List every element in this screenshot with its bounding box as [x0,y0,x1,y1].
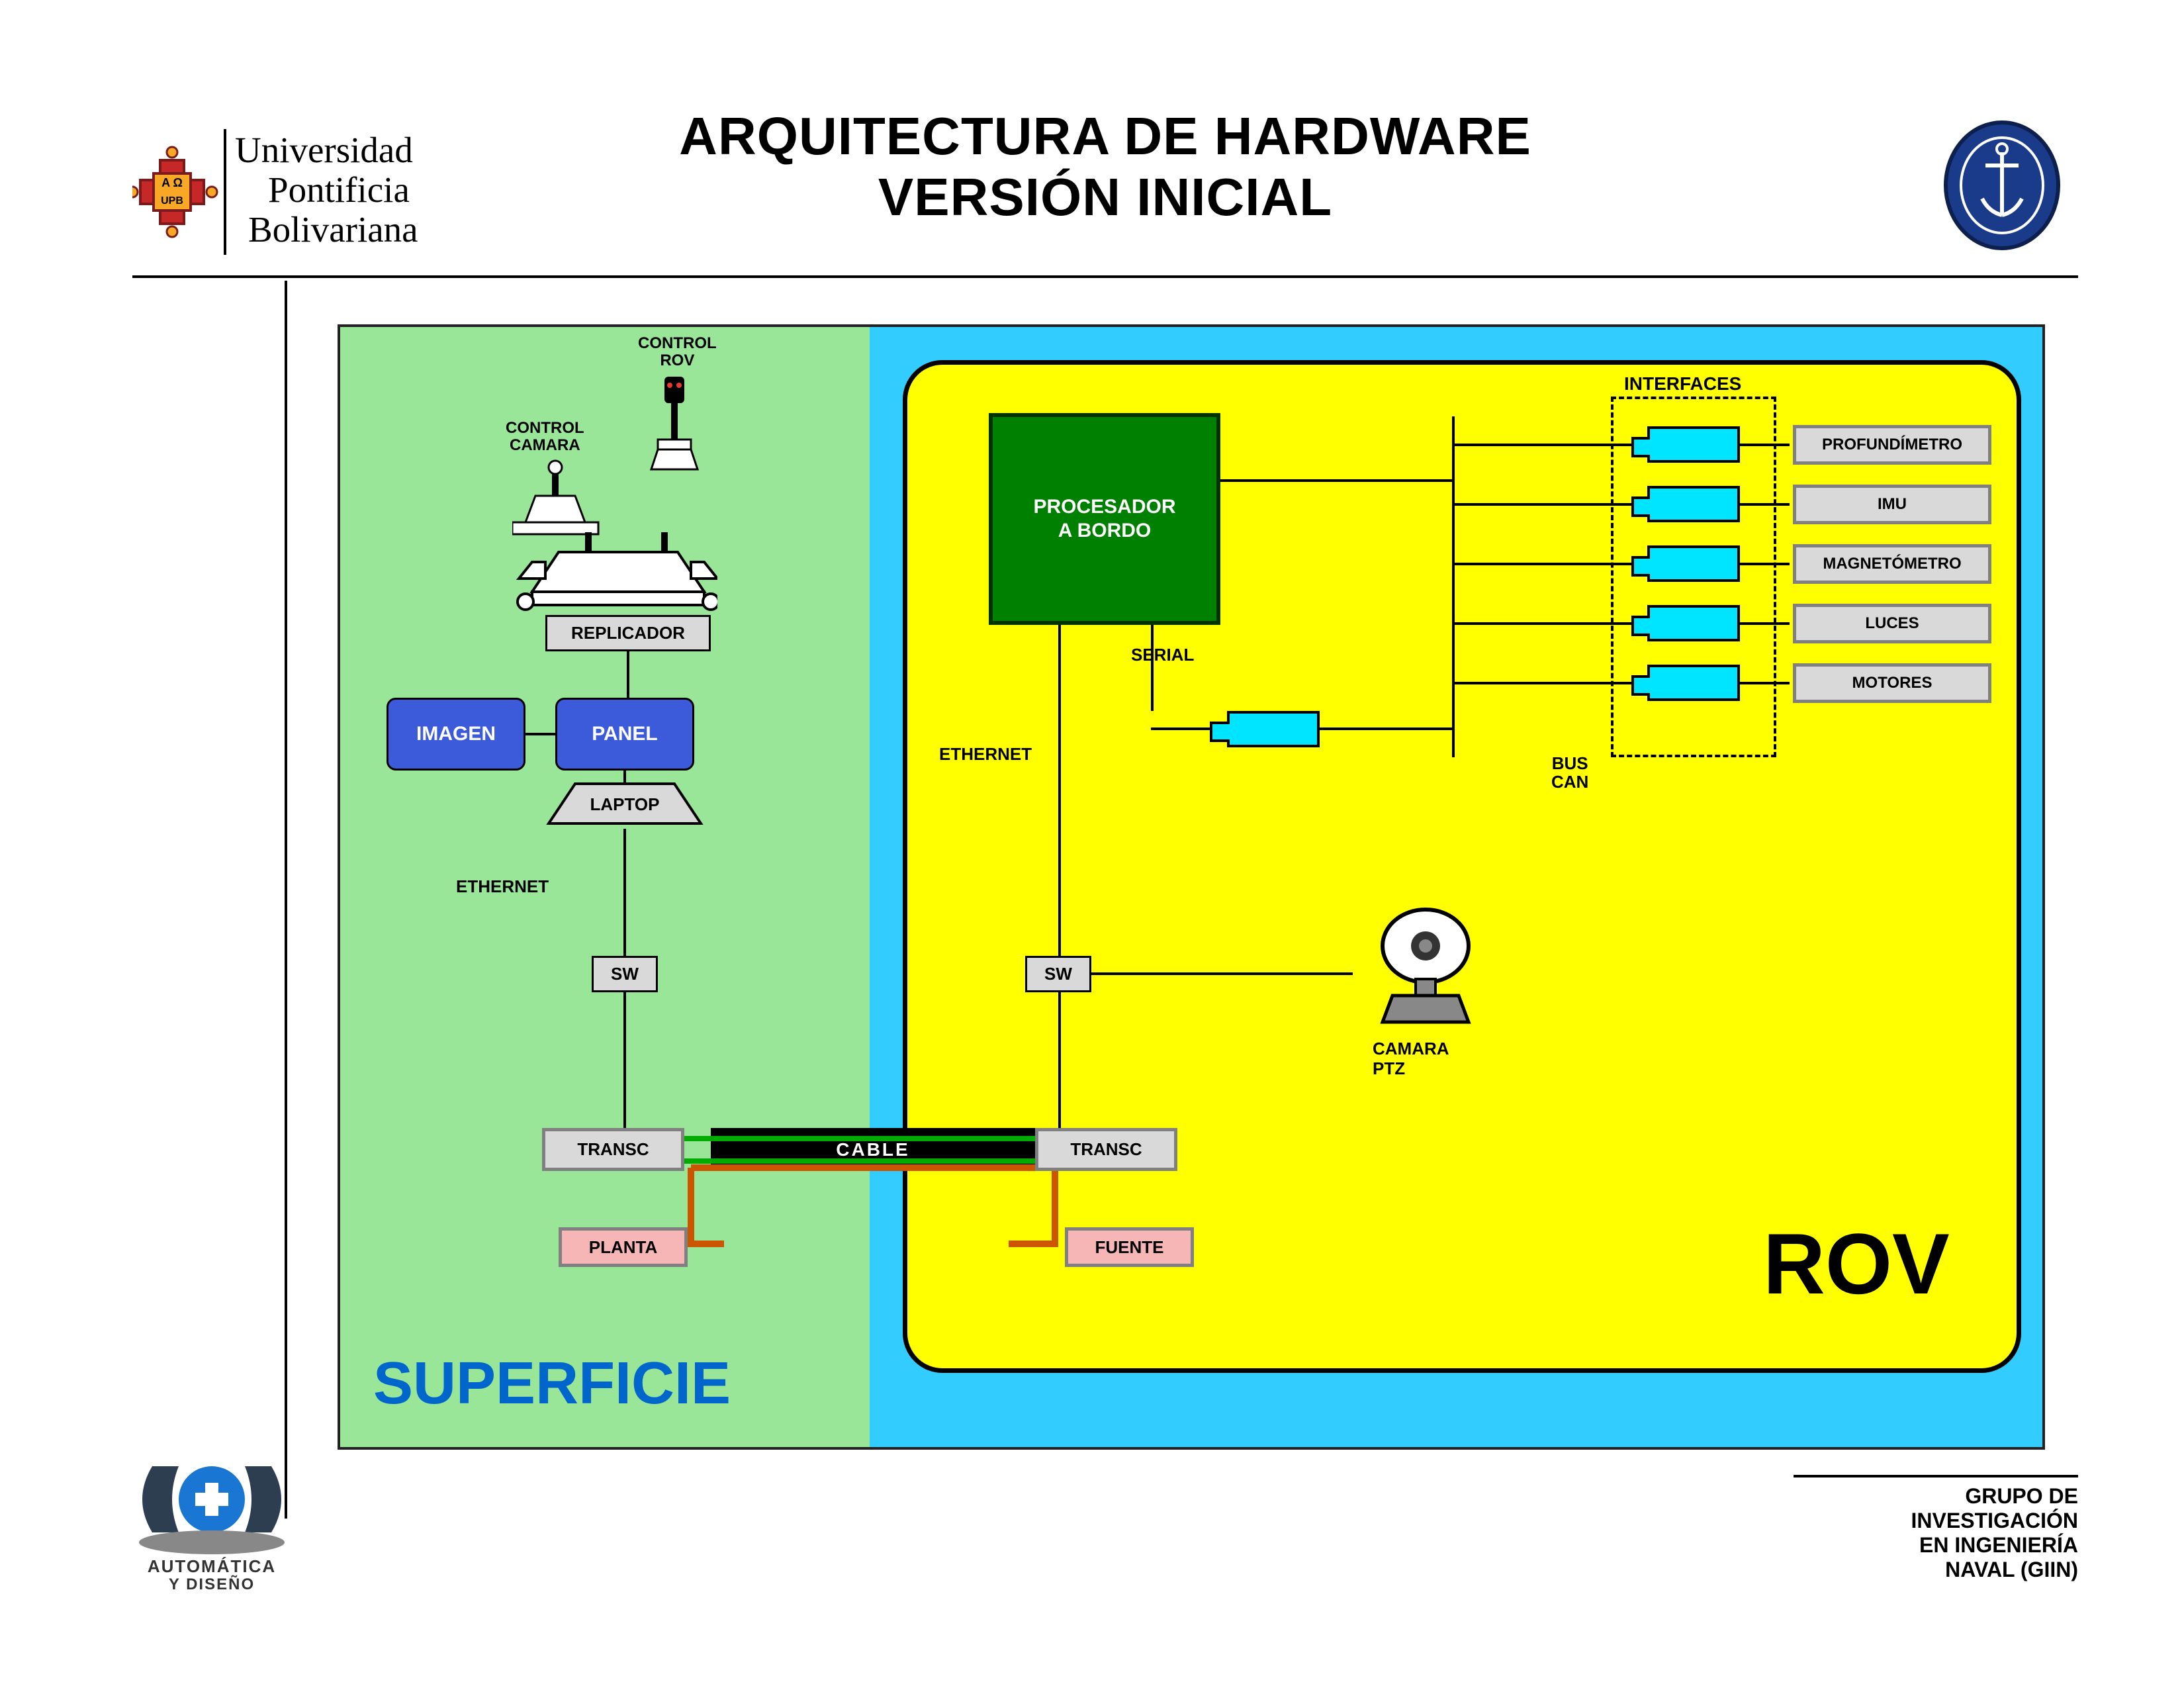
line [1058,992,1061,1128]
buscan-label: BUS CAN [1551,754,1588,791]
naval-logo [1939,116,2065,271]
imagen-box: IMAGEN [387,698,525,771]
line [1455,682,1647,684]
diagram-frame: CONTROL ROV CONTROL CAMARA REPLI [338,324,2045,1450]
cable-green-bottom [684,1158,1062,1164]
interface-port [1647,426,1740,463]
footer-giin: GRUPO DE INVESTIGACIÓN EN INGENIERÍA NAV… [1794,1475,2078,1582]
svg-text:Bolivariana: Bolivariana [248,209,418,250]
joystick-camara-icon [512,459,698,539]
title-line1: ARQUITECTURA DE HARDWARE [679,106,1531,167]
svg-text:A Ω: A Ω [161,176,183,189]
interface-port [1647,605,1740,641]
transc-right-box: TRANSC [1035,1128,1177,1171]
svg-text:Universidad: Universidad [235,130,413,170]
line [1091,972,1353,975]
page-title: ARQUITECTURA DE HARDWARE VERSIÓN INICIAL [679,106,1531,228]
sensor-box: MAGNETÓMETRO [1793,544,1991,584]
svg-text:UPB: UPB [161,195,183,207]
line [623,992,626,1128]
laptop-box: LAPTOP [542,771,707,830]
line [525,733,555,735]
replicador-box: REPLICADOR [545,615,711,651]
footer-line: EN INGENIERÍA [1794,1533,2078,1558]
svg-text:Y DISEÑO: Y DISEÑO [169,1575,255,1593]
ethernet-right-label: ETHERNET [939,744,1032,765]
line [1455,622,1647,625]
control-base-icon [506,532,717,618]
line [1320,727,1452,730]
panel-box: PANEL [555,698,694,771]
svg-text:Pontificia: Pontificia [268,169,410,210]
cable-green-top [684,1136,1062,1141]
procesador-box: PROCESADOR A BORDO [989,413,1220,625]
sensor-box: PROFUNDÍMETRO [1793,425,1991,465]
interface-port [1647,486,1740,522]
cable-red-icon [684,1164,1068,1264]
ethernet-left-label: ETHERNET [456,876,549,897]
automatica-logo: AUTOMÁTICA Y DISEÑO [113,1440,311,1602]
interfaces-label: INTERFACES [1624,373,1741,395]
line [1151,625,1154,711]
upb-logo: A Ω UPB Universidad Pontificia Bolivaria… [132,116,503,271]
line [1452,416,1455,757]
serial-label: SERIAL [1131,645,1194,665]
sensor-box: MOTORES [1793,663,1991,703]
line [1740,682,1790,684]
line [627,651,629,698]
planta-box: PLANTA [559,1227,688,1267]
footer-line: INVESTIGACIÓN [1794,1509,2078,1533]
line [623,829,626,956]
line [1740,563,1790,565]
header: A Ω UPB Universidad Pontificia Bolivaria… [132,106,2078,278]
line [1740,622,1790,625]
sw-right-box: SW [1025,956,1091,992]
camera-ptz-icon [1353,903,1498,1035]
line [1455,563,1647,565]
footer-line: NAVAL (GIIN) [1794,1558,2078,1582]
control-camara-label: CONTROL CAMARA [506,420,584,454]
sw-left-box: SW [592,956,658,992]
sensor-box: IMU [1793,485,1991,524]
line [1455,503,1647,506]
rov-title: ROV [1763,1214,1950,1313]
line [1220,479,1452,482]
sensor-box: LUCES [1793,604,1991,643]
superficie-title: SUPERFICIE [373,1350,731,1418]
line [1740,503,1790,506]
control-rov-label: CONTROL ROV [638,335,717,369]
vertical-rule [285,281,287,1519]
line [1740,444,1790,446]
title-line2: VERSIÓN INICIAL [679,167,1531,228]
transc-left-box: TRANSC [542,1128,684,1171]
serial-port-box [1227,711,1320,747]
svg-text:AUTOMÁTICA: AUTOMÁTICA [148,1556,276,1576]
interface-port [1647,545,1740,582]
fuente-box: FUENTE [1065,1227,1194,1267]
footer-line: GRUPO DE [1794,1484,2078,1509]
planta-wire-icon [688,1164,714,1250]
interface-port [1647,665,1740,701]
line [1058,625,1061,956]
line [1151,727,1210,730]
laptop-label: LAPTOP [590,794,660,814]
line [1455,444,1647,446]
camera-ptz-label: CAMARA PTZ [1373,1039,1449,1078]
